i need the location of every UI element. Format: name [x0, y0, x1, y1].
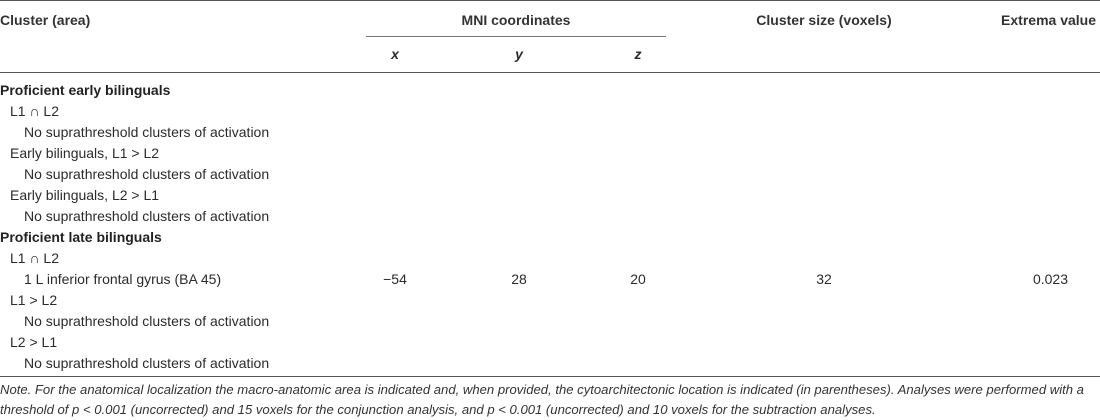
- result-row: No suprathreshold clusters of activation: [24, 124, 270, 140]
- header-extrema-value: Extrema value: [1001, 12, 1096, 28]
- mni-subheader-rule: [366, 36, 666, 37]
- contrast-label: L1 > L2: [10, 292, 58, 308]
- cell-x: −54: [383, 271, 407, 287]
- header-x: x: [391, 46, 399, 62]
- cell-y: 28: [511, 271, 527, 287]
- cell-z: 20: [630, 271, 646, 287]
- header-z: z: [634, 46, 642, 62]
- contrast-label: L1 ∩ L2: [10, 103, 59, 119]
- header-bottom-rule: [0, 72, 1100, 73]
- header-cluster-area: Cluster (area): [0, 12, 91, 28]
- cluster-ifg-label: 1 L inferior frontal gyrus (BA 45): [24, 271, 222, 287]
- group-early-bilinguals: Proficient early bilinguals: [0, 82, 171, 98]
- header-cluster-size: Cluster size (voxels): [756, 12, 892, 28]
- contrast-label: L2 > L1: [10, 334, 58, 350]
- result-row: No suprathreshold clusters of activation: [24, 355, 270, 371]
- table-note: Note. For the anatomical localization th…: [0, 382, 1084, 417]
- header-y: y: [515, 46, 523, 62]
- result-row: No suprathreshold clusters of activation: [24, 208, 270, 224]
- result-row: No suprathreshold clusters of activation: [24, 313, 270, 329]
- header-mni-coordinates: MNI coordinates: [461, 12, 571, 28]
- cell-cluster-size: 32: [816, 271, 832, 287]
- contrast-label: L1 ∩ L2: [10, 250, 59, 266]
- contrast-label: Early bilinguals, L1 > L2: [10, 145, 160, 161]
- contrast-label: Early bilinguals, L2 > L1: [10, 187, 160, 203]
- group-late-bilinguals: Proficient late bilinguals: [0, 229, 162, 245]
- table-bottom-rule: [0, 376, 1100, 377]
- result-row: No suprathreshold clusters of activation: [24, 166, 270, 182]
- cell-extrema: 0.023: [1032, 271, 1068, 287]
- table-top-rule: [0, 0, 1100, 1]
